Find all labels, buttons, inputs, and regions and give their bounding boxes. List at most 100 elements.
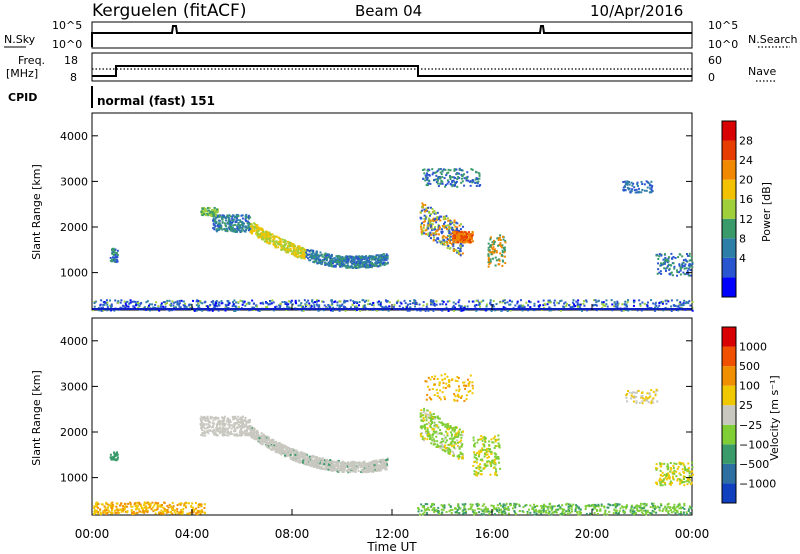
echo-cell [300, 249, 303, 252]
echo-cell [260, 432, 263, 435]
echo-cell [422, 221, 425, 224]
echo-cell [365, 259, 368, 262]
echo-cell [652, 302, 655, 305]
echo-cell [292, 449, 295, 452]
echo-cell [459, 233, 462, 236]
echo-cell [460, 242, 463, 245]
echo-cell [340, 461, 343, 464]
echo-cell [341, 466, 344, 469]
echo-cell [611, 303, 614, 306]
echo-cell [239, 429, 242, 432]
echo-cell [370, 266, 373, 269]
echo-cell [478, 177, 481, 180]
echo-cell [429, 237, 432, 240]
echo-cell [315, 260, 318, 263]
echo-cell [451, 180, 454, 183]
echo-cell [482, 299, 485, 302]
echo-cell [289, 447, 292, 450]
echo-cell [256, 231, 259, 234]
echo-cell [205, 213, 208, 216]
echo-cell [243, 419, 246, 422]
echo-cell [673, 265, 676, 268]
echo-cell [375, 465, 378, 468]
echo-cell [627, 180, 630, 183]
echo-cell [239, 219, 242, 222]
echo-cell [261, 301, 264, 304]
echo-cell [464, 235, 467, 238]
echo-cell [253, 306, 256, 309]
echo-cell [448, 300, 451, 303]
echo-cell [517, 305, 520, 308]
echo-cell [444, 183, 447, 186]
echo-cell [426, 172, 429, 175]
echo-cell [676, 271, 679, 274]
echo-cell [243, 300, 246, 303]
echo-cell [268, 445, 271, 448]
echo-cell [688, 252, 691, 255]
echo-cell [363, 464, 366, 467]
echo-cell [204, 434, 207, 437]
echo-cell [224, 219, 227, 222]
echo-cell [133, 306, 136, 309]
echo-cell [342, 465, 345, 468]
echo-cell [492, 437, 495, 440]
echo-cell [299, 254, 302, 257]
echo-cell [146, 300, 149, 303]
echo-cell [238, 227, 241, 230]
echo-cell [549, 301, 552, 304]
echo-cell [298, 454, 301, 457]
echo-cell [327, 463, 330, 466]
echo-cell [626, 186, 629, 189]
echo-cell [371, 460, 374, 463]
echo-cell [227, 434, 230, 437]
echo-cell [452, 245, 455, 248]
echo-cell [488, 302, 491, 305]
echo-cell [570, 306, 573, 309]
echo-cell [265, 441, 268, 444]
echo-cell [233, 433, 236, 436]
echo-cell [479, 463, 482, 466]
echo-cell [489, 299, 492, 302]
echo-cell [171, 300, 174, 303]
echo-cell [485, 303, 488, 306]
echo-cell [499, 238, 502, 241]
echo-cell [445, 215, 448, 218]
echo-cell [336, 257, 339, 260]
echo-cell [105, 301, 108, 304]
echo-cell [475, 299, 478, 302]
echo-cell [359, 256, 362, 259]
echo-cell [474, 304, 477, 307]
echo-cell [450, 433, 453, 436]
echo-cell [458, 177, 461, 180]
echo-cell [429, 225, 432, 228]
echo-cell [431, 420, 434, 423]
echo-cell [147, 306, 150, 309]
echo-cell [272, 446, 275, 449]
echo-cell [313, 459, 316, 462]
echo-cell [449, 448, 452, 451]
echo-cell [602, 304, 605, 307]
echo-cell [425, 215, 428, 218]
echo-cell [489, 238, 492, 241]
echo-cell [366, 464, 369, 467]
echo-cell [356, 263, 359, 266]
echo-cell [290, 250, 293, 253]
echo-cell [490, 463, 493, 466]
echo-cell [460, 169, 463, 172]
echo-cell [234, 221, 237, 224]
echo-cell [474, 453, 477, 456]
echo-cell [357, 255, 360, 258]
echo-cell [439, 219, 442, 222]
echo-cell [567, 304, 570, 307]
echo-cell [234, 430, 237, 433]
echo-cell [592, 304, 595, 307]
echo-cell [367, 469, 370, 472]
echo-cell [245, 228, 248, 231]
echo-cell [116, 256, 119, 259]
echo-cell [449, 169, 452, 172]
echo-cell [489, 461, 492, 464]
echo-cell [358, 263, 361, 266]
echo-cell [685, 253, 688, 256]
echo-cell [113, 451, 116, 454]
